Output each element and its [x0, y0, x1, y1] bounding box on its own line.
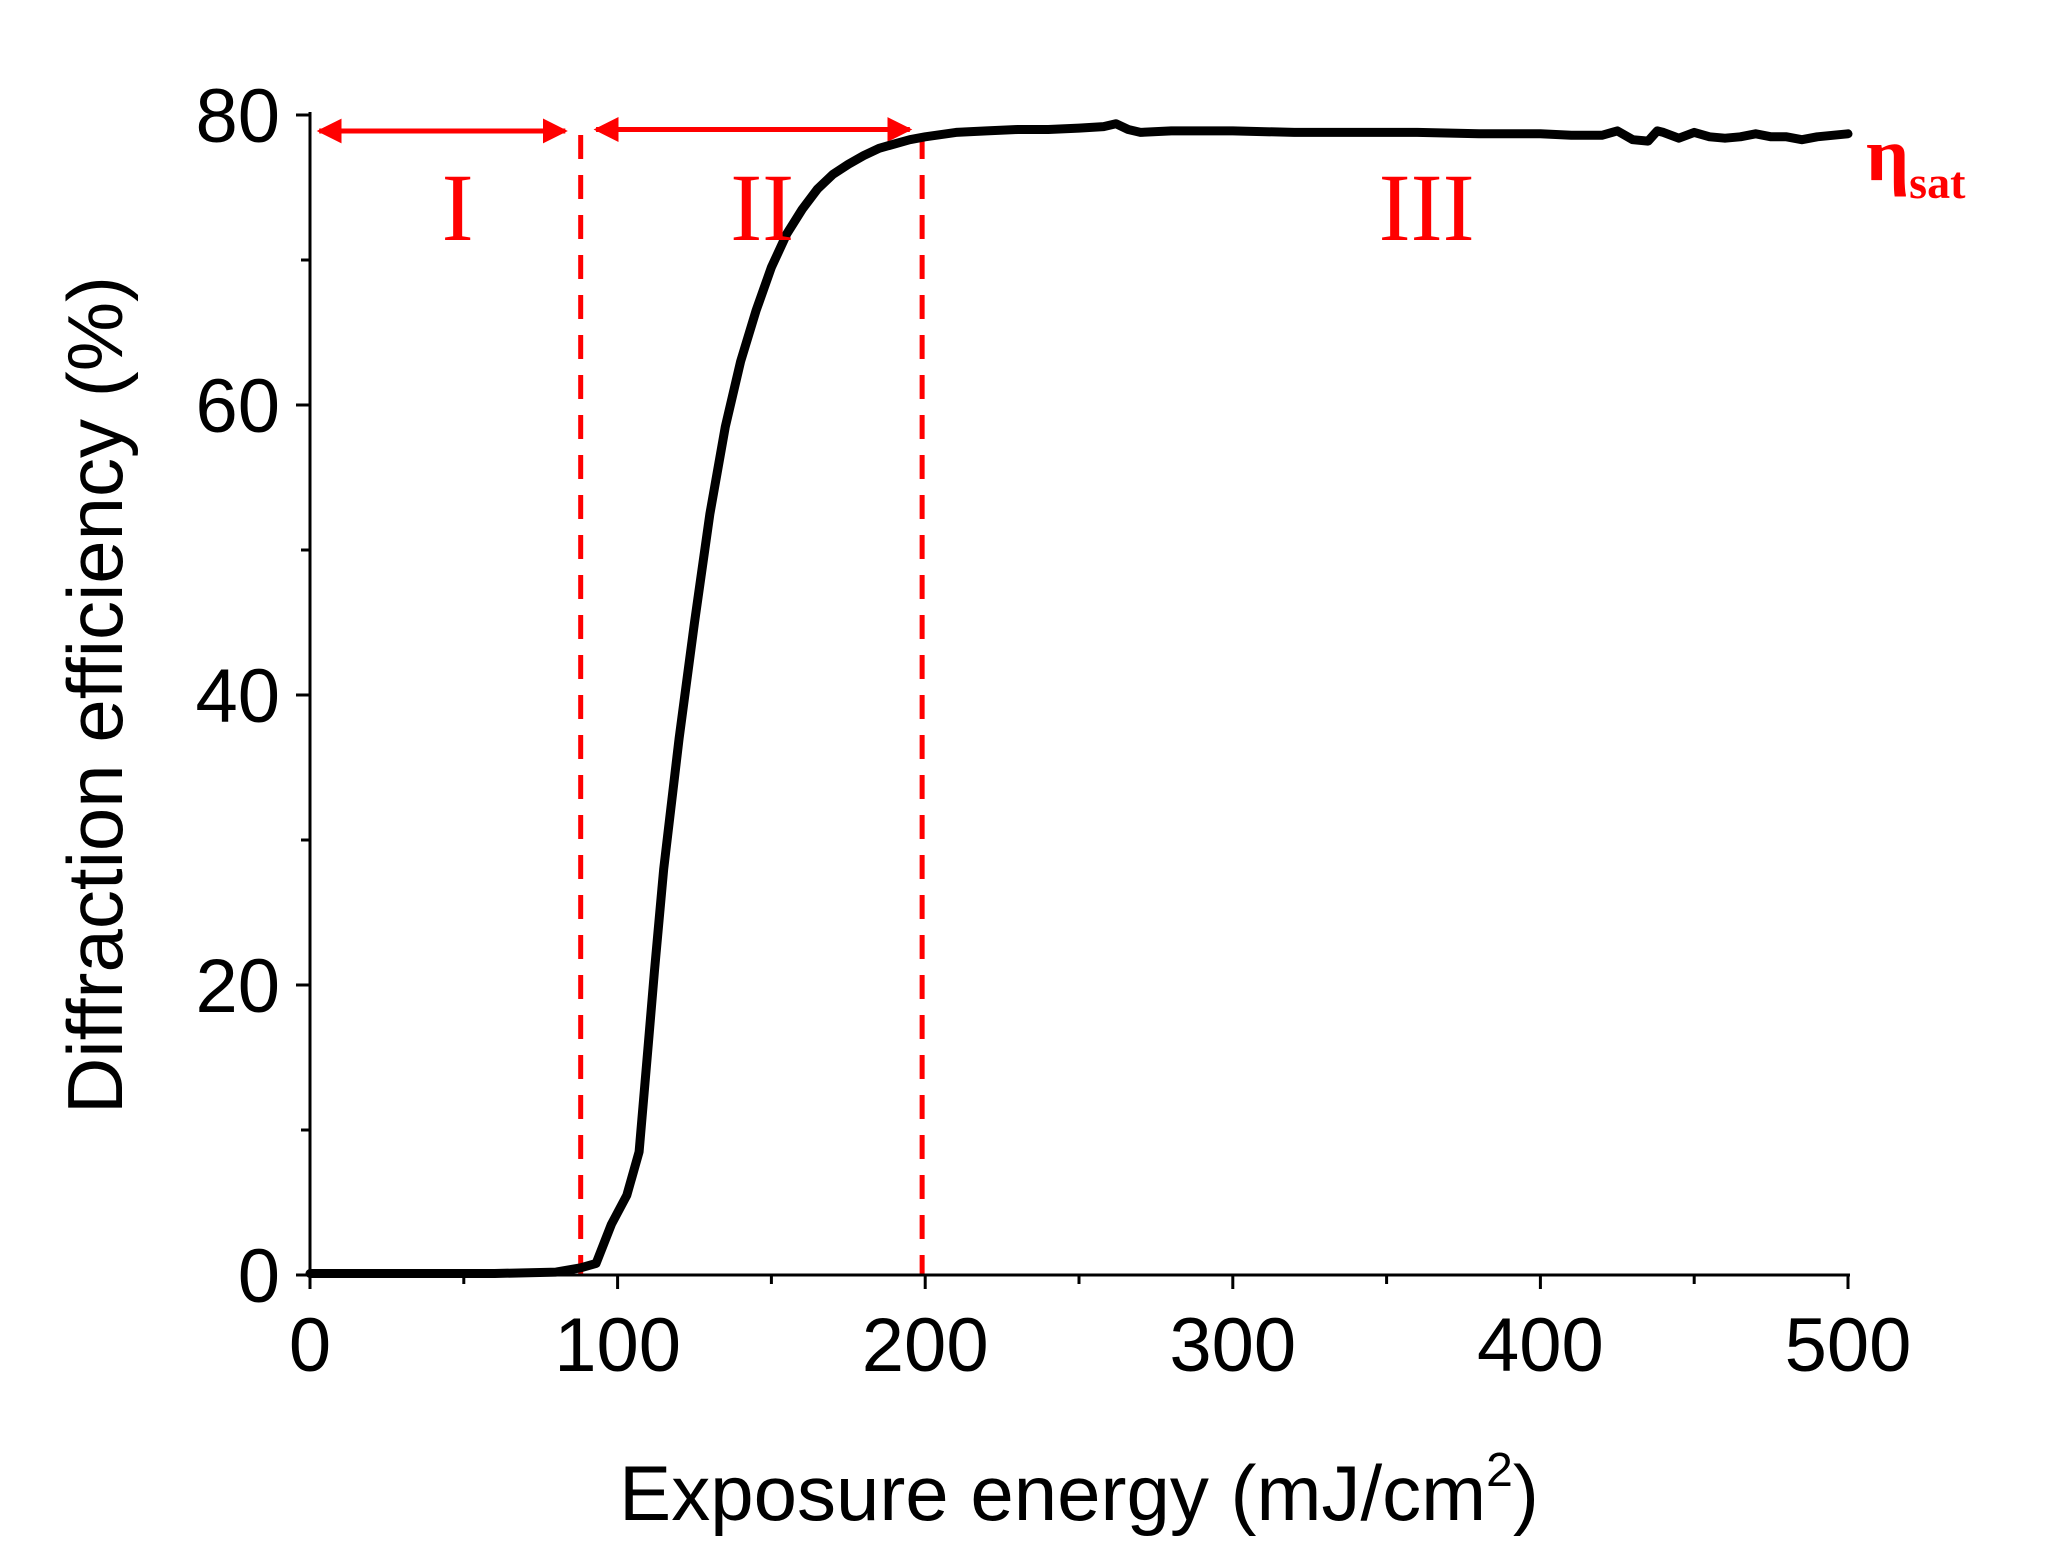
- region-1-label: I: [442, 154, 474, 261]
- x-tick-label: 200: [862, 1303, 989, 1388]
- y-tick-label: 80: [195, 74, 280, 159]
- x-tick-label: 300: [1169, 1303, 1296, 1388]
- tick-labels: 0 100 200 300 400 500 0 20 40 60 80: [195, 74, 1911, 1388]
- y-axis-title: Diffraction efficiency (%): [51, 276, 139, 1114]
- x-axis-title: Exposure energy (mJ/cm2): [619, 1444, 1539, 1537]
- eta-symbol: η: [1866, 113, 1909, 197]
- series-line: [305, 119, 1853, 1278]
- x-axis-title-main: Exposure energy (mJ/cm: [619, 1449, 1486, 1537]
- x-axis-title-superscript: 2: [1486, 1444, 1513, 1497]
- tick-marks: [296, 113, 1850, 1289]
- region-markers: [316, 117, 925, 1275]
- region-3-label: III: [1379, 154, 1475, 261]
- eta-subscript: sat: [1909, 157, 1966, 208]
- y-tick-label: 60: [195, 364, 280, 449]
- y-tick-label: 40: [195, 654, 280, 739]
- x-axis-title-suffix: ): [1513, 1449, 1539, 1537]
- series-layer: [305, 119, 1853, 1278]
- region-2-label: II: [730, 154, 794, 261]
- y-tick-label: 20: [195, 944, 280, 1029]
- x-tick-label: 100: [554, 1303, 681, 1388]
- x-tick-label: 400: [1477, 1303, 1604, 1388]
- x-tick-label: 500: [1785, 1303, 1912, 1388]
- eta-sat-label: ηsat: [1866, 113, 1966, 208]
- x-tick-label: 0: [289, 1303, 331, 1388]
- y-tick-label: 0: [238, 1234, 280, 1319]
- axes: [308, 112, 1850, 1277]
